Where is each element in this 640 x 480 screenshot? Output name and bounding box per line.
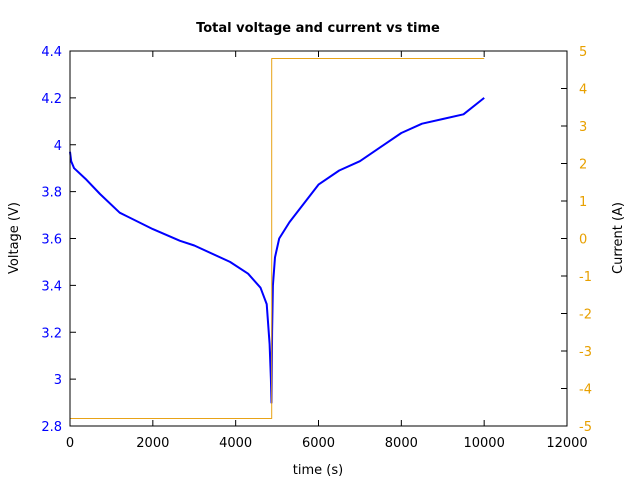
- y2-axis-label: Current (A): [611, 202, 626, 274]
- y-axis-label: Voltage (V): [7, 202, 22, 274]
- x-tick-label: 4000: [219, 436, 252, 451]
- y2-tick-label: -4: [579, 383, 592, 398]
- current-series-line: [70, 58, 485, 419]
- y-tick-label: 2.8: [41, 420, 62, 435]
- y2-tick-label: -5: [579, 420, 592, 435]
- x-tick-label: 6000: [302, 436, 335, 451]
- y2-tick-label: -2: [579, 308, 592, 323]
- y2-tick-label: 5: [579, 45, 587, 60]
- y-tick-label: 3.2: [41, 326, 62, 341]
- y2-tick-label: 0: [579, 233, 587, 248]
- y-tick-label: 3.4: [41, 279, 62, 294]
- x-tick-label: 10000: [463, 436, 504, 451]
- x-tick-label: 0: [66, 436, 74, 451]
- y2-tick-label: 4: [579, 83, 587, 98]
- x-tick-label: 2000: [136, 436, 169, 451]
- y-tick-label: 3.6: [41, 233, 62, 248]
- plot-frame: [69, 50, 568, 427]
- chart-title: Total voltage and current vs time: [196, 21, 440, 36]
- voltage-series-line: [69, 97, 485, 404]
- x-axis-label: time (s): [293, 463, 343, 478]
- y-tick-label: 4: [54, 139, 62, 154]
- x-tick-label: 12000: [546, 436, 587, 451]
- y2-tick-label: 1: [579, 195, 587, 210]
- y-tick-label: 4.4: [41, 45, 62, 60]
- y-tick-label: 3.8: [41, 186, 62, 201]
- series-layer: [69, 58, 485, 419]
- y-tick-label: 3: [54, 373, 62, 388]
- x-tick-label: 8000: [385, 436, 418, 451]
- ticks-layer: 0 2000 4000 6000 8000 10000 12000 2.8 3 3.2 3.4 3.6…: [41, 45, 592, 451]
- y2-tick-label: -1: [579, 270, 592, 285]
- y2-tick-label: -3: [579, 345, 592, 360]
- y2-tick-label: 3: [579, 120, 587, 135]
- y2-tick-label: 2: [579, 158, 587, 173]
- y-tick-label: 4.2: [41, 92, 62, 107]
